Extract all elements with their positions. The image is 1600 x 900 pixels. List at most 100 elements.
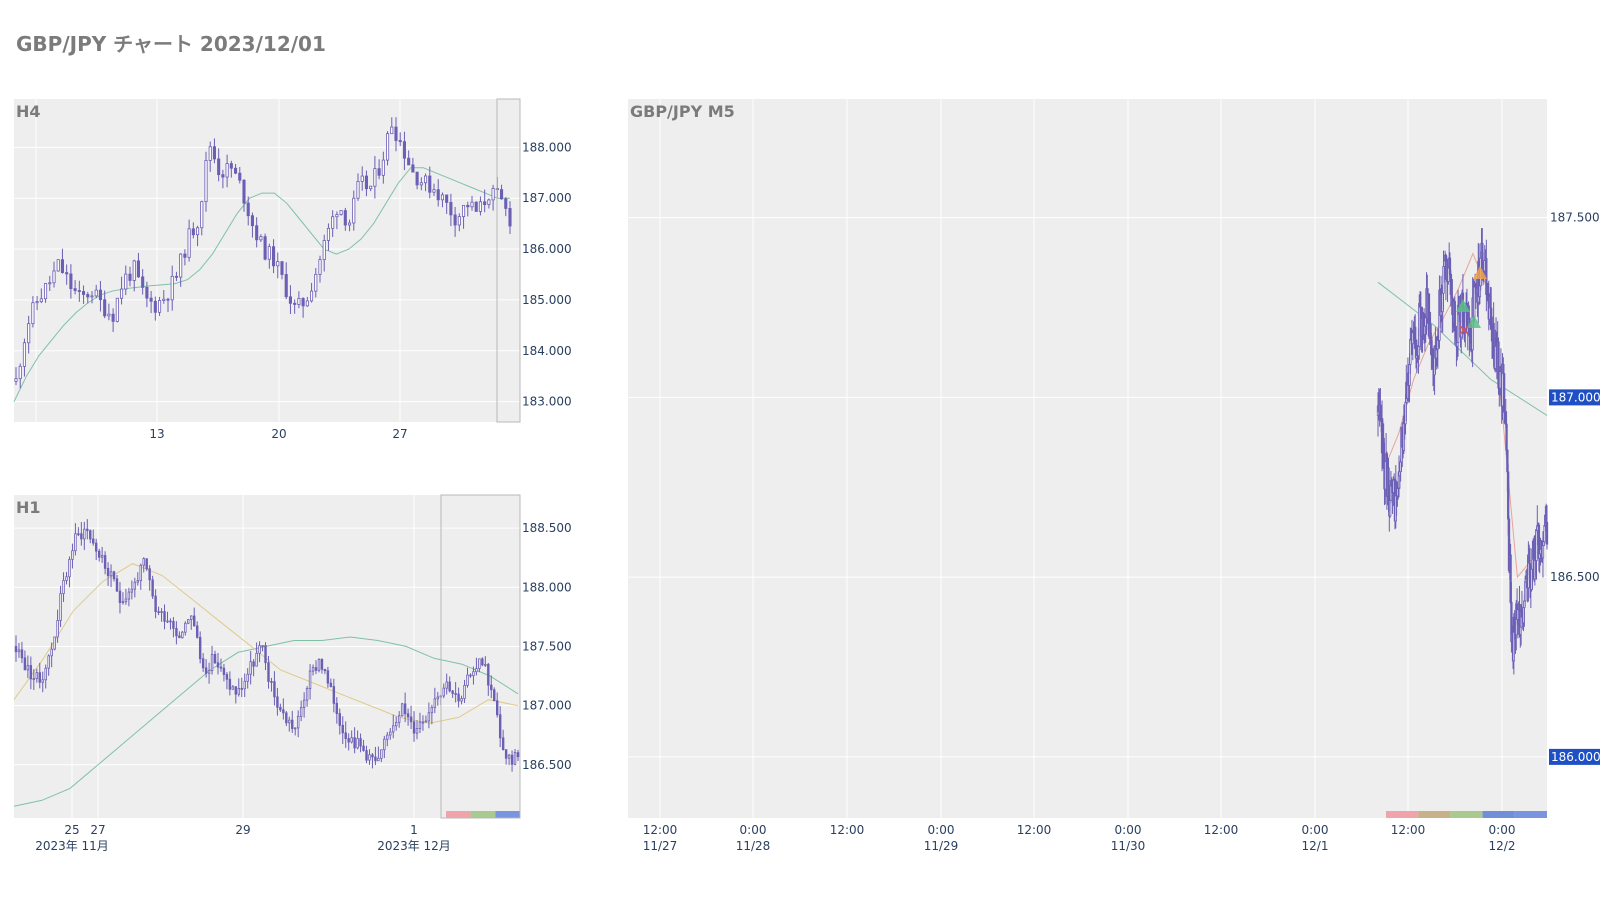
m5-x-tick-time: 0:00 [928, 823, 955, 837]
m5-y-tick-label: 186.500 [1550, 570, 1600, 584]
h1-candle-body [142, 558, 145, 566]
h4-candle-body [500, 189, 504, 200]
h1-range-highlight [440, 494, 521, 819]
m5-ma-fast-line [1383, 252, 1548, 579]
h1-candle-body [255, 652, 258, 667]
m5-y-tick-label: 187.000 [1551, 390, 1600, 404]
h4-panel[interactable]: H4 188.000187.000186.000185.000184.00018… [13, 98, 572, 441]
h1-candle-body [296, 715, 300, 729]
h4-candle-body [432, 189, 436, 193]
h4-candle-body [305, 300, 309, 307]
h1-candle-body [347, 738, 350, 743]
h1-x-tick-label: 27 [90, 823, 105, 837]
m5-stop-marker [1459, 325, 1469, 335]
h4-candle-body [398, 140, 402, 143]
h4-candle-body [94, 289, 98, 297]
h1-candle-body [121, 601, 125, 604]
h4-candle-body [14, 378, 18, 382]
h1-candle-body [490, 684, 493, 691]
h4-candle-body [56, 259, 60, 272]
h1-candle-body [424, 720, 428, 723]
h1-candle-body [184, 622, 187, 633]
h4-candles [14, 117, 512, 389]
h4-candle-body [428, 175, 432, 193]
m5-y-axis: 187.500 187.000 186.500 186.000 [1549, 211, 1600, 765]
h1-candle-body [457, 693, 460, 702]
h1-candle-body [510, 754, 514, 765]
h4-candle-body [394, 126, 398, 141]
m5-y-tick-label: 186.000 [1551, 750, 1600, 764]
h1-candle-body [207, 670, 211, 674]
h1-candle-body [383, 738, 386, 751]
h4-candle-body [187, 228, 191, 258]
h4-candle-body [136, 260, 140, 278]
h1-candle-body [80, 533, 83, 540]
h1-candle-body [335, 702, 339, 714]
m5-x-tick-time: 0:00 [740, 823, 767, 837]
h4-candle-body [166, 298, 170, 301]
h1-candle-body [175, 627, 178, 637]
h1-candle-body [47, 655, 50, 669]
m5-x-tick-time: 0:00 [1115, 823, 1142, 837]
h4-candle-body [487, 199, 491, 205]
h1-y-axis: 188.500 188.000 187.500 187.000 186.500 [522, 521, 572, 772]
h4-grid [14, 99, 520, 422]
h1-candle-body [430, 706, 434, 714]
h4-plot-area[interactable] [14, 99, 520, 422]
h4-candle-body [212, 146, 216, 160]
h4-candle-body [343, 210, 347, 226]
h1-candle-body [62, 580, 65, 595]
h1-candle-body [409, 716, 413, 723]
h4-candle-body [339, 210, 343, 215]
h1-candle-body [201, 658, 205, 669]
h4-candle-body [234, 167, 238, 174]
h4-candle-body [158, 300, 162, 313]
h1-candle-body [341, 724, 344, 734]
h1-candle-body [466, 674, 469, 686]
h4-candle-body [508, 208, 512, 227]
h1-candle-body [436, 696, 440, 700]
h4-candle-body [77, 290, 81, 292]
h4-candle-body [22, 342, 26, 367]
m5-plot-area[interactable] [628, 99, 1547, 818]
h1-candle-body [291, 719, 294, 729]
h1-candle-body [377, 757, 380, 762]
h4-candle-body [149, 297, 153, 302]
h4-candle-body [48, 282, 52, 285]
h1-candle-body [353, 737, 356, 749]
m5-panel[interactable]: GBP/JPY M5 187.500187.000186.500186.000 … [628, 99, 1600, 853]
h1-candle-body [317, 658, 321, 671]
h1-candle-body [311, 667, 315, 672]
h1-panel[interactable]: H1 188.500 188.000 187.500 187.000 186.500 2… [13, 494, 572, 853]
h1-candle-body [154, 595, 157, 613]
h4-candle-body [82, 291, 86, 295]
h1-candle-body [338, 713, 341, 726]
h1-candle-body [273, 681, 276, 698]
h1-x-month-label: 2023年 11月 [35, 839, 109, 853]
h4-candle-body [259, 236, 263, 241]
h1-candle-body [231, 686, 235, 690]
h4-range-highlight [496, 98, 521, 423]
h1-candle-body [469, 674, 472, 677]
h1-session-segment [446, 811, 471, 818]
h1-candle-body [475, 668, 478, 673]
m5-session-segment [1386, 811, 1419, 818]
m5-buy-marker [1467, 315, 1481, 328]
h1-candle-body [234, 686, 238, 695]
h4-candle-body [280, 261, 284, 275]
h4-candle-body [267, 246, 271, 260]
h4-candle-body [229, 163, 233, 169]
h1-candle-body [92, 538, 95, 544]
h1-candle-body [228, 678, 232, 690]
h4-candle-body [31, 302, 35, 325]
h1-candle-body [279, 706, 282, 711]
h1-candle-body [38, 672, 41, 683]
h1-candle-body [213, 654, 217, 664]
h1-plot-area[interactable] [14, 495, 520, 818]
h1-candle-body [302, 699, 306, 708]
h4-candle-body [364, 175, 368, 190]
h1-candle-body [130, 588, 134, 593]
h1-candle-body [350, 737, 353, 743]
h4-x-tick-label: 20 [271, 427, 286, 441]
